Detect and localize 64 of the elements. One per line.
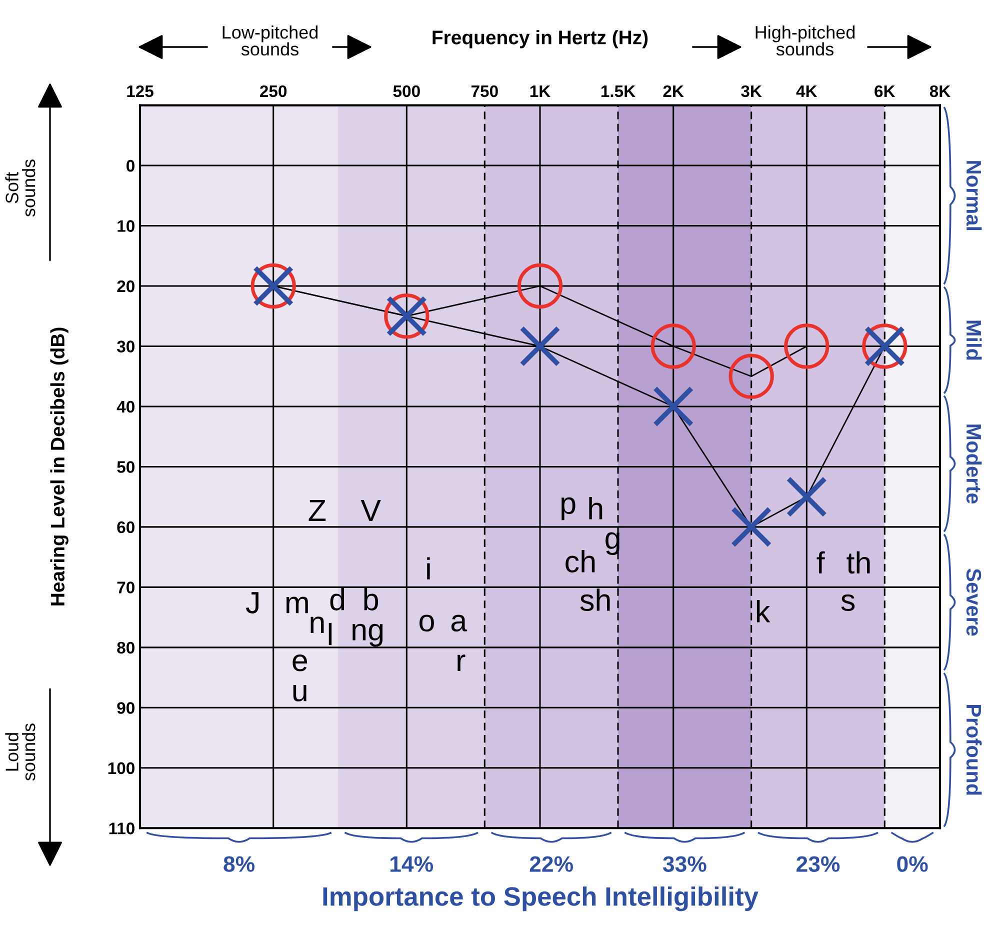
annotation: e — [292, 654, 308, 672]
annotation: s — [841, 594, 855, 612]
text: Soft sounds — [5, 160, 36, 217]
y-tick-label: 20 — [117, 280, 134, 292]
band-label: 14% — [390, 856, 434, 872]
x-tick-label: 4K — [796, 85, 818, 97]
annotation: Z — [308, 500, 326, 521]
annotation: o — [420, 614, 434, 632]
annotation: m — [286, 596, 308, 614]
y-tick-label: 60 — [117, 521, 134, 534]
y-tick-label: 90 — [117, 702, 134, 714]
x-tick-label: 1.5K — [601, 85, 636, 98]
y-tick-label: 100 — [108, 762, 134, 774]
annotation: sh — [580, 588, 610, 612]
x-tick-label: 3K — [741, 85, 762, 98]
annotation: p — [562, 497, 576, 520]
annotation: th — [846, 551, 870, 574]
x-tick-label: 8K — [930, 85, 950, 98]
text: High-pitched sounds — [756, 25, 855, 56]
y-tick-label: 10 — [118, 220, 134, 232]
band-label: 33% — [662, 856, 706, 872]
y-tick-label: 0 — [126, 160, 134, 172]
text: Loud sounds — [5, 724, 36, 781]
annotation: k — [756, 600, 770, 622]
y-tick-label: 80 — [117, 642, 134, 654]
band-label: 0% — [897, 856, 928, 872]
x-axis-title: Importance to Speech Intelligibility — [323, 886, 758, 912]
annotation: r — [458, 654, 466, 671]
chart-title: Frequency in Hertz (Hz) — [432, 30, 648, 48]
annotation: J — [246, 592, 258, 614]
annotation: b — [364, 588, 378, 610]
band-label: 8% — [224, 856, 254, 872]
band-label: 23% — [796, 856, 840, 872]
text: Normal — [966, 161, 982, 230]
annotation: V — [360, 500, 381, 521]
annotation: a — [451, 614, 468, 632]
text: Mild — [966, 320, 982, 360]
annotation: i — [427, 557, 430, 580]
x-tick-label: 750 — [471, 85, 498, 98]
text: Moderte — [966, 424, 982, 504]
annotation: h — [589, 497, 602, 520]
y-tick-label: 110 — [109, 822, 134, 834]
y-tick-label: 70 — [117, 582, 134, 594]
y-tick-label: 40 — [116, 400, 134, 413]
annotation: ng — [352, 624, 383, 647]
y-axis-title: Hearing Level in Decibels (dB) — [50, 328, 68, 606]
x-tick-label: 125 — [127, 85, 154, 98]
x-tick-label: 1K — [530, 85, 550, 97]
annotation: f — [816, 551, 825, 574]
annotation: u — [293, 684, 306, 702]
band-label: 22% — [530, 856, 573, 872]
annotation: ch — [566, 550, 595, 572]
x-tick-label: 2K — [663, 85, 684, 97]
x-tick-label: 500 — [393, 85, 420, 98]
annotation: n — [310, 616, 324, 634]
x-tick-label: 250 — [260, 85, 287, 98]
x-tick-label: 6K — [874, 85, 896, 98]
y-tick-label: 30 — [116, 340, 134, 352]
y-tick-label: 50 — [117, 461, 134, 473]
text: Low-pitched sounds — [222, 25, 318, 56]
annotation: d — [330, 588, 344, 610]
text: Profound — [966, 704, 982, 795]
text: Severe — [966, 568, 982, 636]
annotation: l — [328, 622, 332, 646]
